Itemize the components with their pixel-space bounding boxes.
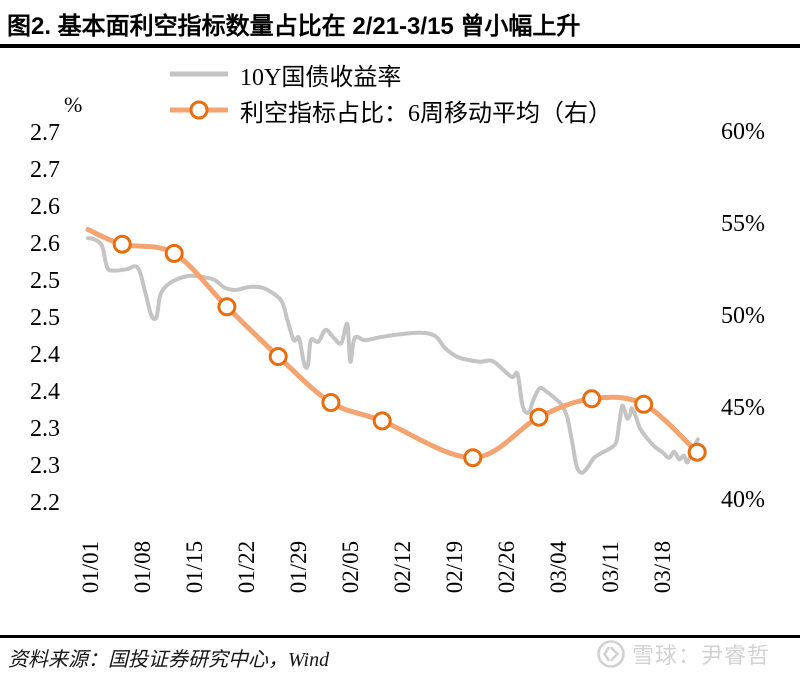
indicator-marker [268, 347, 288, 366]
x-axis-tick-label: 02/26 [494, 540, 519, 594]
legend-label-indicator: 利空指标占比：6周移动平均（右） [240, 100, 612, 127]
footer-divider [0, 635, 800, 638]
left-axis-tick-label: 2.4 [30, 379, 60, 405]
indicator-marker [687, 442, 707, 462]
right-axis-tick-label: 45% [721, 395, 765, 421]
watermark-text: 雪球：尹睿哲 [632, 643, 771, 668]
x-axis-tick-label: 01/29 [286, 540, 311, 594]
right-axis-tick-label: 50% [721, 303, 765, 329]
gray-line-swatch-icon [168, 56, 230, 92]
x-axis-tick-label: 01/08 [130, 540, 155, 594]
left-axis-unit: % [64, 92, 83, 117]
x-axis-tick-label: 01/22 [234, 540, 259, 594]
orange-line-marker-swatch-icon [168, 92, 230, 128]
left-axis-tick-label: 2.3 [30, 416, 60, 442]
indicator-marker [529, 407, 549, 427]
indicator-marker [321, 393, 341, 412]
source-note: 资料来源：国投证券研究中心，Wind [8, 649, 330, 671]
right-axis-tick-label: 60% [721, 119, 765, 145]
x-axis-tick-label: 03/18 [650, 540, 675, 594]
x-axis-tick-label: 03/11 [598, 541, 623, 593]
indicator-line [85, 227, 700, 461]
watermark: 雪球：尹睿哲 [596, 638, 770, 670]
legend-label-yield: 10Y国债收益率 [240, 64, 402, 91]
yield-line [86, 236, 700, 475]
indicator-marker [217, 297, 237, 317]
right-axis-tick-label: 55% [721, 211, 765, 237]
indicator-marker [463, 448, 483, 468]
legend-item-indicator: 利空指标占比：6周移动平均（右） [168, 92, 612, 128]
left-axis-tick-label: 2.5 [30, 268, 60, 294]
left-axis-tick-label: 2.7 [30, 157, 60, 183]
legend-item-yield: 10Y国债收益率 [168, 56, 612, 92]
indicator-marker [112, 234, 132, 254]
x-axis-tick-label: 02/05 [338, 540, 363, 594]
left-axis-tick-label: 2.2 [30, 490, 60, 516]
right-axis-tick-label: 40% [721, 487, 765, 513]
left-axis-tick-label: 2.6 [30, 194, 60, 220]
indicator-marker [372, 411, 392, 431]
chart-title: 图2. 基本面利空指标数量占比在 2/21-3/15 曾小幅上升 [7, 13, 581, 40]
x-axis-tick-label: 03/04 [546, 540, 571, 594]
title-divider [0, 44, 800, 48]
legend: 10Y国债收益率 利空指标占比：6周移动平均（右） [168, 56, 612, 128]
left-axis-tick-label: 2.4 [30, 342, 60, 368]
indicator-marker [582, 389, 602, 409]
x-axis-tick-label: 02/19 [442, 540, 467, 594]
left-axis-tick-label: 2.7 [30, 120, 60, 146]
xueqiu-logo-icon [597, 640, 625, 668]
indicator-marker [164, 243, 184, 263]
left-axis-tick-label: 2.5 [30, 305, 60, 331]
left-axis-tick-label: 2.6 [30, 231, 60, 257]
x-axis-tick-label: 01/15 [182, 540, 207, 594]
x-axis-tick-label: 01/01 [78, 540, 103, 594]
indicator-marker [634, 394, 654, 414]
left-axis-tick-label: 2.3 [30, 453, 60, 479]
x-axis-tick-label: 02/12 [390, 540, 415, 594]
